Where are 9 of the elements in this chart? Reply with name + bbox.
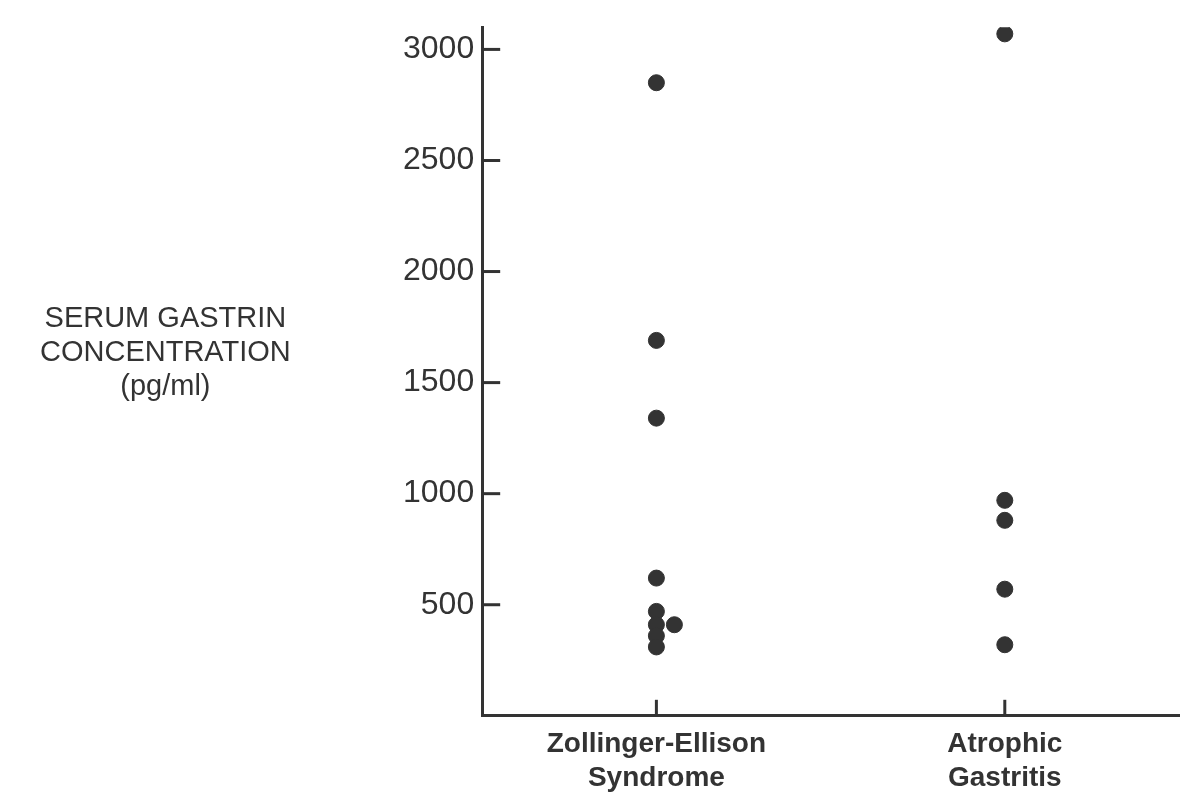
y-tick-label: 500 bbox=[420, 584, 475, 621]
y-axis-title: SERUM GASTRIN CONCENTRATION (pg/ml) bbox=[40, 300, 291, 402]
y-tick-label: 2000 bbox=[403, 251, 475, 288]
x-tick-label: Zollinger-Ellison Syndrome bbox=[546, 727, 767, 792]
x-tick-label: Atrophic Gastritis bbox=[947, 727, 1063, 792]
y-tick-label: 1000 bbox=[403, 473, 475, 510]
y-tick-label: 3000 bbox=[403, 29, 475, 66]
y-tick-label: 2500 bbox=[403, 140, 475, 177]
y-tick-label: 1500 bbox=[403, 362, 475, 399]
